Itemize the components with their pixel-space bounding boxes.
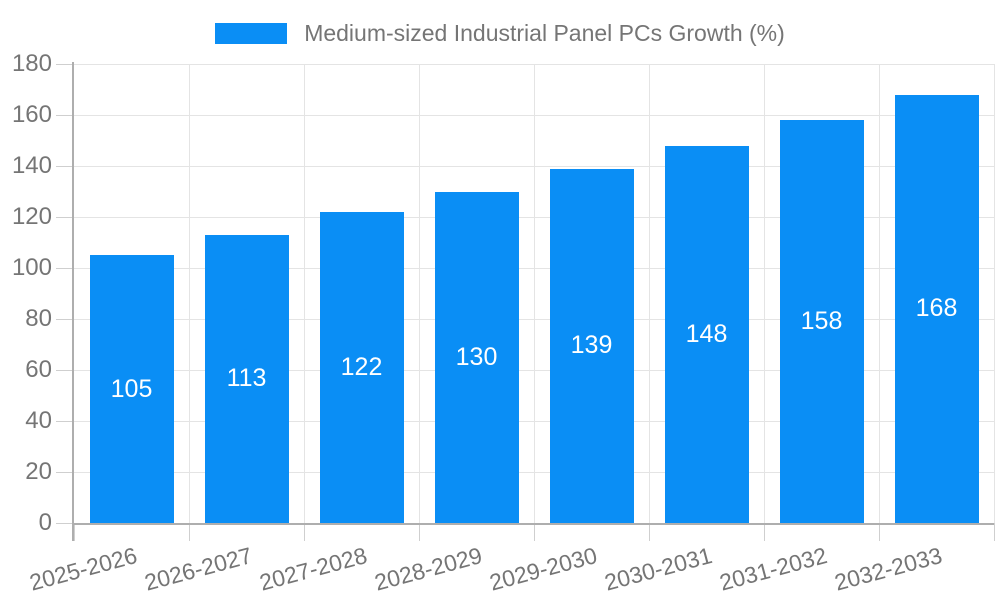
bar-value-label: 139 [570, 331, 613, 360]
bar[interactable]: 113 [204, 234, 289, 523]
y-axis-tick [56, 63, 74, 65]
y-axis-label: 100 [11, 254, 52, 281]
y-axis-tick [56, 471, 74, 473]
y-axis-tick [56, 522, 74, 524]
y-axis-tick [56, 267, 74, 269]
plot-area: 105 113 122 130 139 148 158 168 [74, 63, 995, 523]
x-axis-tick [763, 523, 765, 541]
bar[interactable]: 168 [894, 94, 979, 523]
bar[interactable]: 105 [89, 255, 174, 523]
legend-swatch [215, 22, 288, 44]
x-axis-label: 2027-2028 [256, 542, 370, 596]
y-axis-label: 120 [11, 203, 52, 230]
gridline-vertical [763, 64, 765, 523]
gridline-vertical [418, 64, 420, 523]
bar[interactable]: 130 [434, 191, 519, 523]
legend-label: Medium-sized Industrial Panel PCs Growth… [304, 19, 785, 46]
y-axis-line [72, 62, 74, 541]
gridline-vertical [878, 64, 880, 523]
y-axis-tick [56, 420, 74, 422]
bar-value-label: 148 [685, 319, 728, 348]
y-axis-tick [56, 369, 74, 371]
bar-value-label: 122 [340, 352, 383, 381]
bar[interactable]: 139 [549, 168, 634, 523]
y-axis-label: 40 [25, 407, 52, 434]
bar[interactable]: 122 [319, 211, 404, 523]
x-axis-label: 2025-2026 [26, 542, 140, 596]
y-axis-label: 140 [11, 152, 52, 179]
y-axis-label: 160 [11, 101, 52, 128]
y-axis-tick [56, 165, 74, 167]
bar-value-label: 113 [226, 364, 267, 393]
x-axis-label: 2032-2033 [831, 542, 945, 596]
x-axis-tick [303, 523, 305, 541]
x-axis-label: 2030-2031 [601, 542, 715, 596]
y-axis-label: 20 [25, 458, 52, 485]
y-axis-tick [56, 114, 74, 116]
x-axis-label: 2028-2029 [371, 542, 485, 596]
x-axis-label: 2026-2027 [141, 542, 255, 596]
bar[interactable]: 148 [664, 145, 749, 523]
bar-value-label: 168 [915, 294, 958, 323]
gridline-vertical [188, 64, 190, 523]
x-axis-tick [648, 523, 650, 541]
x-axis-label: 2031-2032 [716, 542, 830, 596]
y-axis-tick [56, 318, 74, 320]
y-axis-label: 0 [38, 509, 52, 536]
y-axis-tick [56, 216, 74, 218]
gridline-vertical [993, 64, 995, 523]
x-axis-tick [73, 523, 75, 541]
gridline-vertical [648, 64, 650, 523]
x-axis-tick [533, 523, 535, 541]
legend-item[interactable]: Medium-sized Industrial Panel PCs Growth… [0, 18, 1000, 48]
x-axis-tick [188, 523, 190, 541]
x-axis-line [74, 523, 994, 525]
bar[interactable]: 158 [779, 120, 864, 523]
bar-value-label: 105 [110, 374, 153, 403]
x-axis-tick [418, 523, 420, 541]
bar-value-label: 158 [800, 307, 843, 336]
x-axis-tick [878, 523, 880, 541]
x-axis-label: 2029-2030 [486, 542, 600, 596]
gridline-vertical [303, 64, 305, 523]
x-axis-tick [993, 523, 995, 541]
y-axis-label: 80 [25, 305, 52, 332]
gridline-vertical [533, 64, 535, 523]
bar-value-label: 130 [455, 342, 498, 371]
y-axis-label: 60 [25, 356, 52, 383]
y-axis-label: 180 [11, 50, 52, 77]
